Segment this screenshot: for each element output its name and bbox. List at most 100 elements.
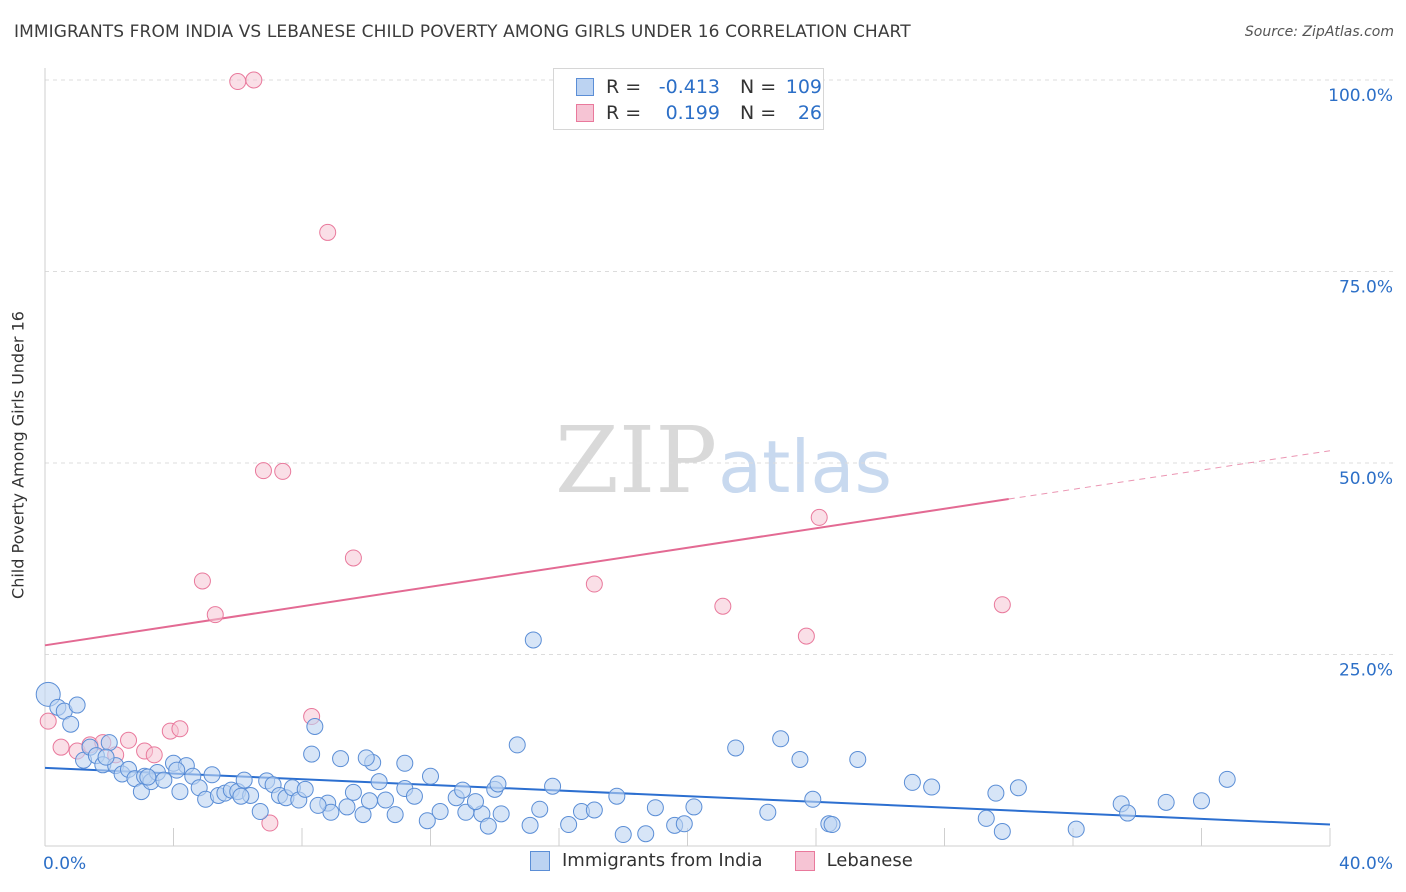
x-tick-label: 40.0% xyxy=(1339,854,1393,874)
india-point xyxy=(646,799,664,817)
india-point xyxy=(396,754,414,772)
india-point xyxy=(1218,770,1236,788)
india-point xyxy=(377,791,395,809)
india-point xyxy=(306,718,324,736)
india-point xyxy=(203,766,221,784)
lebanese-point xyxy=(254,462,272,480)
india-point xyxy=(422,767,439,785)
india-point xyxy=(608,787,626,805)
india-point xyxy=(100,734,118,752)
y-tick-label: 100.0% xyxy=(1328,86,1393,106)
lebanese-point xyxy=(145,746,163,764)
india-point xyxy=(791,750,809,768)
india-point xyxy=(370,773,388,791)
india-point xyxy=(759,803,777,821)
india-legend-swatch xyxy=(530,850,550,871)
legend-item-india: Immigrants from India xyxy=(530,850,763,871)
lebanese-point xyxy=(206,606,224,624)
india-point xyxy=(685,798,703,816)
india-point xyxy=(1067,820,1085,838)
lebanese-point xyxy=(319,223,337,241)
india-point xyxy=(804,790,822,808)
india-point xyxy=(637,825,655,843)
india-point xyxy=(560,816,578,834)
lebanese-point xyxy=(274,462,292,480)
india-legend-label: Immigrants from India xyxy=(562,850,763,871)
lebanese-point xyxy=(714,597,732,615)
watermark-atlas: atlas xyxy=(718,425,892,509)
lebanese-swatch xyxy=(576,104,594,122)
lebanese-point xyxy=(171,720,189,738)
india-point xyxy=(1119,804,1137,822)
india-point xyxy=(1009,779,1027,797)
lebanese-trend-extension xyxy=(1008,450,1331,500)
india-point xyxy=(479,817,497,835)
india-point xyxy=(332,750,350,768)
chart-title: IMMIGRANTS FROM INDIA VS LEBANESE CHILD … xyxy=(14,22,911,42)
r-label: R = xyxy=(606,102,642,124)
y-axis-label: Child Poverty Among Girls Under 16 xyxy=(8,311,28,599)
india-point xyxy=(849,750,867,768)
data-points xyxy=(35,71,1236,844)
india-point xyxy=(296,780,314,798)
lebanese-point xyxy=(810,508,828,526)
india-point xyxy=(977,809,995,827)
india-point xyxy=(357,749,375,767)
lebanese-legend-swatch xyxy=(794,850,815,871)
india-point xyxy=(524,631,542,649)
india-point xyxy=(139,768,157,786)
india-swatch xyxy=(576,78,594,96)
watermark-zip: ZIP xyxy=(555,407,717,514)
india-point xyxy=(1157,793,1175,811)
india-point xyxy=(823,816,841,834)
india-point xyxy=(62,715,80,733)
india-point xyxy=(405,787,423,805)
lebanese-point xyxy=(245,71,263,89)
india-point xyxy=(585,801,603,819)
india-point xyxy=(68,696,86,714)
source-label: Source: ZipAtlas.com xyxy=(1244,24,1394,40)
tick-labels: 100.0% 75.0% 50.0% 25.0% 0.0% 40.0% xyxy=(43,86,1393,874)
india-point xyxy=(454,781,472,799)
india-point xyxy=(531,800,549,818)
india-point xyxy=(903,773,921,791)
india-point xyxy=(386,806,404,824)
y-tick-label: 50.0% xyxy=(1339,469,1393,489)
lebanese-point xyxy=(120,731,138,749)
r-value: 0.199 xyxy=(665,102,720,124)
lebanese-point xyxy=(39,712,57,730)
india-point xyxy=(614,826,632,844)
india-point xyxy=(544,777,562,795)
lebanese-point xyxy=(344,549,362,567)
lebanese-point xyxy=(797,627,815,645)
india-point xyxy=(466,793,484,811)
india-point xyxy=(155,771,173,789)
n-value: 109 xyxy=(785,76,822,98)
x-tick-label: 0.0% xyxy=(43,854,86,874)
india-point xyxy=(993,822,1011,840)
india-point xyxy=(309,796,327,814)
india-point xyxy=(489,775,507,793)
india-point xyxy=(521,816,539,834)
india-point xyxy=(232,787,250,805)
legend-item-lebanese: Lebanese xyxy=(794,850,913,871)
india-point xyxy=(235,771,253,789)
lebanese-point xyxy=(52,738,70,756)
india-point xyxy=(168,761,186,779)
lebanese-point xyxy=(229,73,247,91)
correlation-legend: R = -0.413 N = 109 R = 0.199 N = 26 xyxy=(553,68,824,130)
n-value: 26 xyxy=(797,102,822,124)
india-point xyxy=(338,798,356,816)
india-point xyxy=(431,803,449,821)
india-point xyxy=(923,778,941,796)
series-legend: Immigrants from India Lebanese xyxy=(530,850,945,871)
lebanese-point xyxy=(993,596,1011,614)
legend-row-lebanese: R = 0.199 N = 26 xyxy=(576,101,822,125)
r-label: R = xyxy=(606,76,642,98)
india-point xyxy=(987,784,1005,802)
lebanese-point xyxy=(193,572,211,590)
india-point xyxy=(418,812,436,830)
india-point xyxy=(675,815,693,833)
india-point xyxy=(360,792,378,810)
r-value: -0.413 xyxy=(658,76,720,98)
